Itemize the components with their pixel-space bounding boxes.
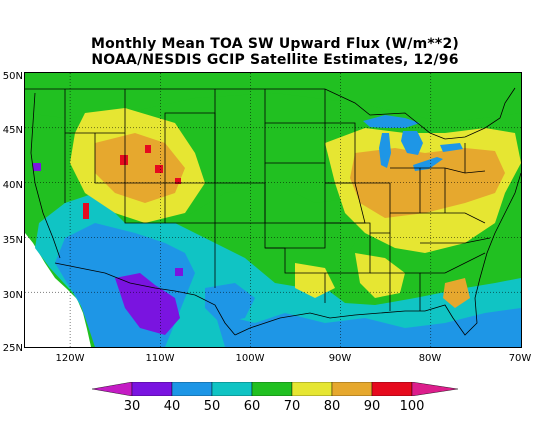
colorbar-seg-6 [331, 382, 373, 396]
lake-erie [413, 157, 443, 171]
gulf-coast [234, 277, 481, 336]
chart-title-line-1: Monthly Mean TOA SW Upward Flux (W/m**2) [90, 36, 459, 52]
colorbar-seg-3 [211, 382, 253, 396]
lat-label-30n: 30N [2, 290, 23, 301]
state-line-21 [420, 212, 486, 224]
state-line-25 [420, 237, 491, 244]
lake-superior [363, 115, 420, 128]
colorbar-label-40: 40 [163, 399, 181, 414]
zone-blue-tx [205, 283, 255, 323]
lon-label-70w: 70W [508, 353, 532, 364]
zone-orange-ohio-valley [350, 148, 505, 218]
state-line-22 [420, 252, 486, 274]
zone-blue-gulf [215, 308, 521, 347]
lon-label-90w: 90W [328, 353, 352, 364]
lat-label-25n: 25N [2, 343, 23, 354]
state-boundaries [25, 87, 521, 336]
zone-orange-idaho [95, 133, 185, 203]
lake-huron [401, 131, 423, 155]
colorbar-label-80: 80 [323, 399, 341, 414]
lat-label-40n: 40N [2, 180, 23, 191]
graticule [25, 73, 521, 347]
colorbar-seg-5 [291, 382, 333, 396]
state-line-23 [420, 167, 486, 174]
colorbar-seg-4 [251, 382, 293, 396]
zone-purple-spot-1 [175, 268, 183, 276]
lake-ontario [440, 143, 463, 152]
colorbar-seg-8 [411, 382, 458, 396]
state-line-12 [264, 223, 326, 249]
zone-red-4 [83, 203, 89, 219]
colorbar-label-70: 70 [283, 399, 301, 414]
colorbar-seg-0 [92, 382, 133, 396]
zone-purple-mexico [115, 273, 180, 335]
state-line-17 [355, 182, 391, 234]
lon-label-100w: 100W [235, 353, 265, 364]
state-line-18 [390, 167, 421, 214]
lon-label-120w: 120W [55, 353, 85, 364]
flux-map-canvas [25, 73, 521, 347]
us-canada-border [25, 87, 516, 140]
zone-red-1 [120, 155, 128, 165]
state-line-11 [264, 163, 326, 224]
colorbar-seg-7 [371, 382, 413, 396]
colorbar-label-100: 100 [399, 399, 425, 414]
colorbar-seg-1 [131, 382, 173, 396]
lake-michigan [379, 133, 391, 168]
state-line-10 [264, 123, 326, 164]
state-line-16 [325, 222, 371, 274]
chart-title-line-2: NOAA/NESDIS GCIP Satellite Estimates, 12… [91, 52, 459, 68]
zone-red-5 [175, 178, 181, 184]
colorbar-seg-2 [171, 382, 213, 396]
colorbar-label-50: 50 [203, 399, 221, 414]
colorbar [92, 382, 458, 396]
state-line-3 [94, 133, 126, 184]
lon-label-110w: 110W [145, 353, 175, 364]
zone-green-north [25, 73, 521, 123]
colorbar-label-90: 90 [363, 399, 381, 414]
zone-purple-spot-2 [33, 163, 41, 171]
flux-map [24, 72, 522, 348]
lat-label-35n: 35N [2, 235, 23, 246]
state-line-20 [389, 233, 421, 311]
east-coast [479, 172, 521, 279]
lat-label-45n: 45N [2, 125, 23, 136]
colorbar-label-60: 60 [243, 399, 261, 414]
us-mexico-border [54, 262, 236, 336]
colorbar-label-30: 30 [123, 399, 141, 414]
zone-red-3 [155, 165, 163, 173]
lon-label-80w: 80W [418, 353, 442, 364]
west-coast [30, 92, 61, 259]
lat-label-50n: 50N [2, 71, 23, 82]
state-line-13 [265, 247, 326, 303]
zone-orange-florida [443, 278, 470, 308]
pacific-ocean [25, 233, 91, 347]
state-line-9 [264, 89, 326, 124]
zone-red-2 [145, 145, 151, 153]
zone-yellow-southeast [355, 253, 405, 298]
